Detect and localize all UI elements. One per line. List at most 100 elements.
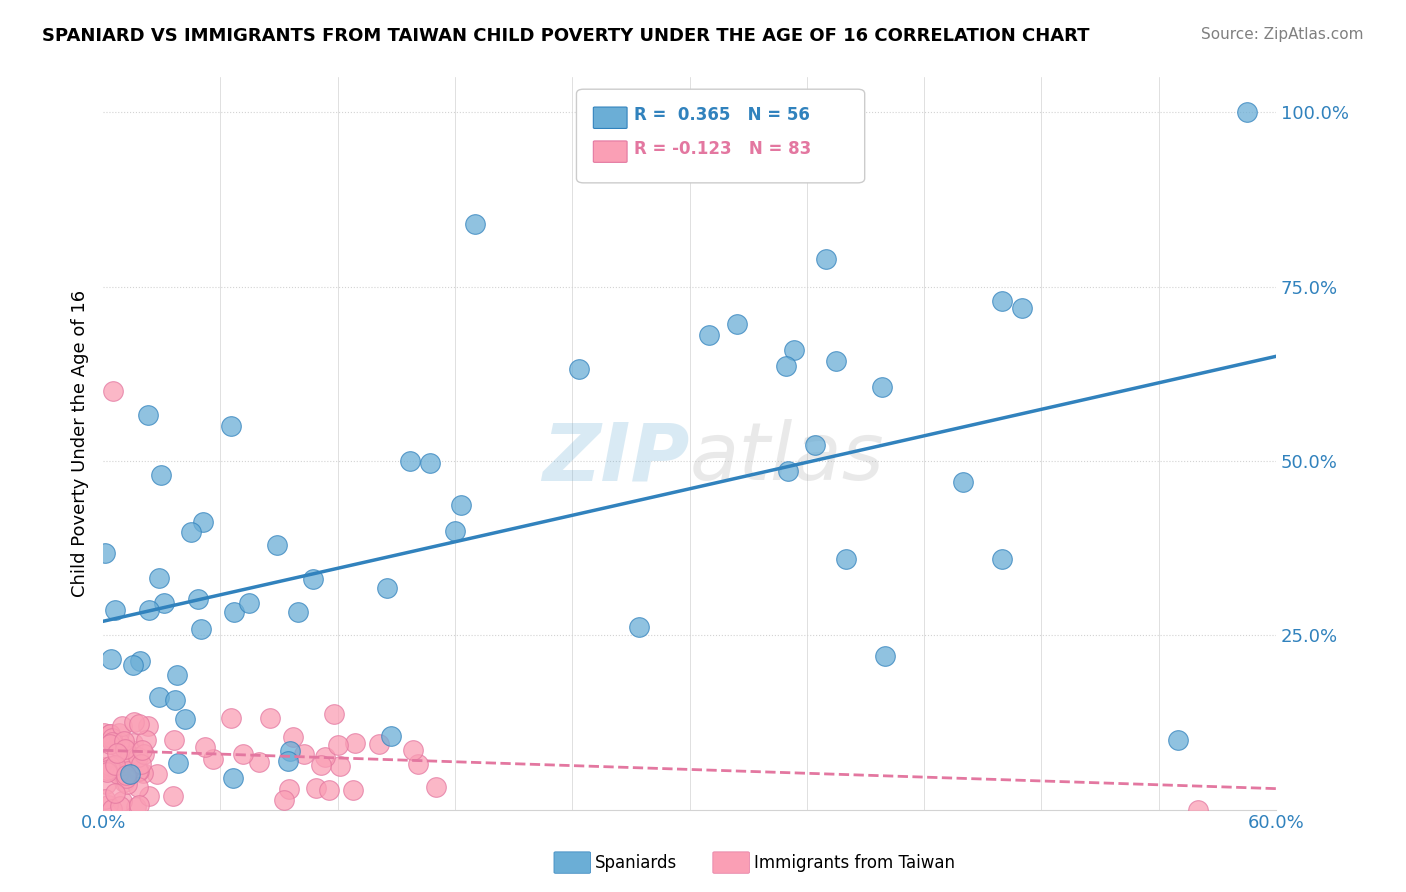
Point [98, 737, 121, 751]
Point [419, 457, 441, 471]
Point [149, 468, 172, 483]
Point [128, 764, 150, 778]
Text: Immigrants from Taiwan: Immigrants from Taiwan [754, 854, 955, 871]
Point [815, 252, 838, 266]
Point [201, 752, 224, 766]
Point [128, 797, 150, 812]
Point [103, 738, 125, 752]
Point [163, 693, 186, 707]
Point [194, 739, 217, 754]
Point [131, 756, 153, 771]
Point [136, 408, 159, 422]
Point [111, 719, 134, 733]
Point [101, 735, 124, 749]
Point [96, 763, 118, 777]
Point [117, 764, 139, 778]
Point [136, 719, 159, 733]
Point [127, 780, 149, 794]
Point [292, 747, 315, 762]
Point [824, 353, 846, 368]
Y-axis label: Child Poverty Under the Age of 16: Child Poverty Under the Age of 16 [72, 290, 89, 597]
Point [93, 725, 115, 739]
Point [304, 781, 326, 796]
Point [110, 742, 132, 756]
Point [247, 755, 270, 769]
Text: Spaniards: Spaniards [595, 854, 676, 871]
Point [131, 743, 153, 757]
Point [628, 619, 651, 633]
Point [425, 780, 447, 794]
Point [782, 343, 804, 357]
Point [991, 293, 1014, 308]
Point [120, 767, 142, 781]
Point [804, 438, 827, 452]
Point [115, 777, 138, 791]
Point [174, 712, 197, 726]
Point [101, 802, 124, 816]
Point [278, 744, 301, 758]
Point [725, 317, 748, 331]
Point [402, 742, 425, 756]
Point [232, 747, 254, 761]
Point [991, 551, 1014, 566]
Text: SPANIARD VS IMMIGRANTS FROM TAIWAN CHILD POVERTY UNDER THE AGE OF 16 CORRELATION: SPANIARD VS IMMIGRANTS FROM TAIWAN CHILD… [42, 27, 1090, 45]
Point [323, 707, 346, 722]
Text: atlas: atlas [689, 419, 884, 497]
Point [117, 753, 139, 767]
Text: R = -0.123   N = 83: R = -0.123 N = 83 [634, 140, 811, 158]
Text: ZIP: ZIP [543, 419, 689, 497]
Point [122, 736, 145, 750]
Point [153, 596, 176, 610]
Point [94, 546, 117, 560]
Point [100, 750, 122, 764]
Point [128, 654, 150, 668]
Point [167, 756, 190, 771]
Point [835, 551, 858, 566]
Point [368, 737, 391, 751]
Point [104, 757, 127, 772]
Point [108, 799, 131, 814]
Point [118, 748, 141, 763]
Point [464, 217, 486, 231]
Point [314, 750, 336, 764]
Point [101, 384, 124, 399]
Point [344, 736, 367, 750]
Point [97, 730, 120, 744]
Point [329, 759, 352, 773]
Point [309, 758, 332, 772]
Point [399, 454, 422, 468]
Point [114, 742, 136, 756]
Point [104, 787, 127, 801]
Point [111, 794, 134, 808]
Point [134, 747, 156, 761]
Point [94, 777, 117, 791]
Point [112, 733, 135, 747]
Point [222, 771, 245, 785]
Point [318, 783, 340, 797]
Point [125, 800, 148, 814]
Point [122, 714, 145, 729]
Point [94, 792, 117, 806]
Point [138, 789, 160, 804]
Point [186, 592, 208, 607]
Point [98, 762, 121, 776]
Point [450, 498, 472, 512]
Point [776, 464, 799, 478]
Point [1167, 732, 1189, 747]
Point [162, 789, 184, 803]
Point [96, 765, 118, 780]
Point [104, 602, 127, 616]
Point [163, 732, 186, 747]
Point [277, 754, 299, 768]
Point [148, 571, 170, 585]
Point [222, 605, 245, 619]
Point [259, 711, 281, 725]
Point [112, 774, 135, 789]
Point [380, 730, 402, 744]
Point [100, 652, 122, 666]
Text: Source: ZipAtlas.com: Source: ZipAtlas.com [1201, 27, 1364, 42]
Point [115, 772, 138, 786]
Point [122, 657, 145, 672]
Point [273, 792, 295, 806]
Point [1236, 105, 1258, 120]
